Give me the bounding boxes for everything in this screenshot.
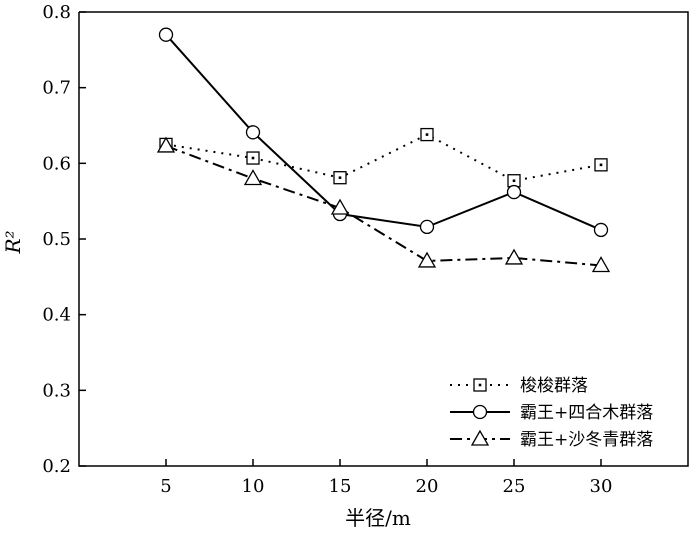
square-marker-dot — [338, 176, 342, 180]
triangle-marker — [156, 136, 176, 153]
series-line — [165, 144, 602, 267]
plot-frame — [78, 11, 689, 467]
x-tick-label: 30 — [590, 476, 613, 497]
square-marker-dot — [425, 133, 429, 136]
y-tick-label: 0.5 — [42, 229, 71, 250]
square-marker-dot — [512, 179, 516, 183]
legend-label: 梭梭群落 — [520, 376, 588, 396]
circle-marker — [158, 27, 174, 42]
legend-label: 霸王+沙冬青群落 — [520, 430, 653, 450]
square-marker-dot — [478, 383, 482, 387]
legend-item: 霸王+四合木群落 — [450, 403, 653, 423]
x-axis-label: 半径/m — [345, 506, 411, 530]
x-tick-label: 10 — [242, 476, 265, 497]
circle-marker — [593, 222, 609, 238]
axes: 0.2 0.3 0.4 0.5 0.6 0.7 0.8 5 10 15 20 25 30 — [42, 2, 689, 497]
legend-item: 梭梭群落 — [450, 376, 588, 396]
x-tick-label: 5 — [160, 476, 171, 497]
series-2 — [158, 27, 609, 238]
y-tick-label: 0.7 — [42, 78, 71, 99]
x-tick-label: 15 — [329, 476, 352, 497]
circle-marker — [245, 125, 261, 140]
y-tick-label: 0.2 — [42, 456, 71, 477]
square-marker-dot — [599, 163, 603, 167]
triangle-marker — [470, 429, 490, 446]
legend-item: 霸王+沙冬青群落 — [450, 429, 653, 450]
y-tick-label: 0.4 — [42, 305, 71, 326]
series-line — [165, 34, 602, 231]
y-tick-label: 0.8 — [42, 2, 71, 23]
circle-marker — [506, 184, 522, 200]
series-3 — [156, 136, 611, 273]
circle-marker — [419, 219, 435, 235]
triangle-marker — [243, 169, 263, 186]
x-tick-label: 20 — [416, 476, 439, 497]
y-axis-label: R² — [1, 230, 25, 254]
series-line — [165, 133, 602, 182]
triangle-marker — [417, 251, 437, 268]
triangle-marker — [591, 256, 611, 273]
circle-marker — [472, 404, 488, 420]
legend-label: 霸王+四合木群落 — [520, 403, 653, 423]
series-1 — [159, 127, 608, 188]
square-marker-dot — [251, 156, 255, 160]
y-tick-label: 0.3 — [42, 380, 71, 401]
x-tick-label: 25 — [503, 476, 526, 497]
y-tick-label: 0.6 — [42, 153, 71, 174]
series-layer — [156, 27, 611, 273]
triangle-marker — [504, 248, 524, 265]
triangle-marker — [330, 198, 350, 215]
